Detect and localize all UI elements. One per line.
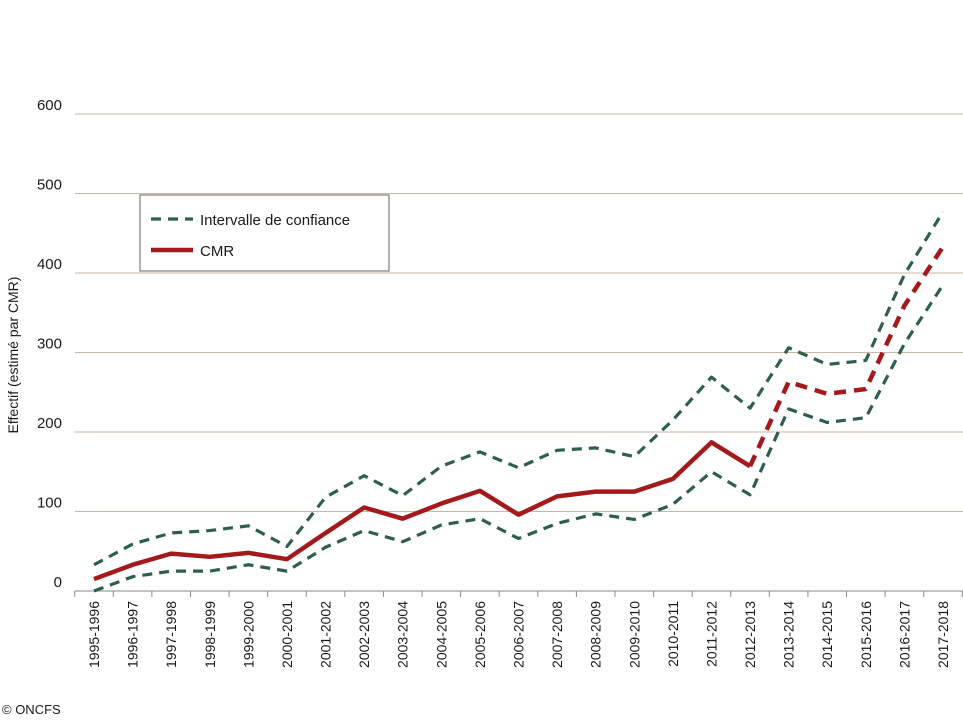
x-tick-label: 2007-2008 xyxy=(549,601,565,668)
x-tick-label: 1999-2000 xyxy=(240,601,256,668)
ci-lower-line xyxy=(93,284,945,593)
y-tick-label: 300 xyxy=(37,336,62,353)
y-axis-label: Effectif (estimé par CMR) xyxy=(5,277,21,434)
x-tick-label: 2008-2009 xyxy=(588,601,604,668)
cmr-line-solid xyxy=(93,440,752,582)
x-tick-label: 2005-2006 xyxy=(472,601,488,668)
x-tick-label: 1995-1996 xyxy=(86,601,102,668)
x-tick-label: 2011-2012 xyxy=(703,601,719,667)
x-tick-label: 2001-2002 xyxy=(318,601,334,668)
ci-upper-line xyxy=(93,210,945,567)
x-tick-label: 1996-1997 xyxy=(125,601,141,668)
y-tick-label: 100 xyxy=(37,495,62,512)
x-tick-label: 2015-2016 xyxy=(858,601,874,668)
grid-lines xyxy=(74,113,963,597)
x-tick-label: 2000-2001 xyxy=(279,601,295,668)
legend-box xyxy=(139,194,390,272)
legend-ci-label: Intervalle de confiance xyxy=(200,212,350,229)
x-tick-label: 2012-2013 xyxy=(742,601,758,668)
y-tick-label: 0 xyxy=(54,574,62,591)
y-tick-label: 400 xyxy=(37,256,62,273)
x-tick-label: 2002-2003 xyxy=(356,601,372,668)
x-tick-label: 1997-1998 xyxy=(163,601,179,668)
x-tick-label: 1998-1999 xyxy=(202,601,218,668)
y-tick-label: 600 xyxy=(37,97,62,114)
x-tick-label: 2013-2014 xyxy=(781,601,797,668)
x-tick-labels: 1995-1996 1996-1997 1997-1998 1998-1999 1999… xyxy=(86,601,951,668)
y-tick-label: 500 xyxy=(37,177,62,194)
credit-text: © ONCFS xyxy=(2,702,61,717)
legend: Intervalle de confiance CMR xyxy=(139,194,390,272)
x-tick-label: 2003-2004 xyxy=(395,601,411,668)
series-lines xyxy=(93,210,945,593)
x-tick-label: 2010-2011 xyxy=(665,601,681,667)
y-tick-label: 200 xyxy=(37,415,62,432)
x-tick-label: 2014-2015 xyxy=(819,601,835,668)
y-tick-labels: 0 100 200 300 400 500 600 xyxy=(37,97,62,591)
x-tick-label: 2016-2017 xyxy=(896,601,912,668)
x-tick-label: 2017-2018 xyxy=(935,601,951,668)
x-tick-label: 2009-2010 xyxy=(626,601,642,668)
legend-cmr-label: CMR xyxy=(200,243,234,260)
x-tick-label: 2004-2005 xyxy=(433,601,449,668)
x-tick-label: 2006-2007 xyxy=(511,601,527,668)
